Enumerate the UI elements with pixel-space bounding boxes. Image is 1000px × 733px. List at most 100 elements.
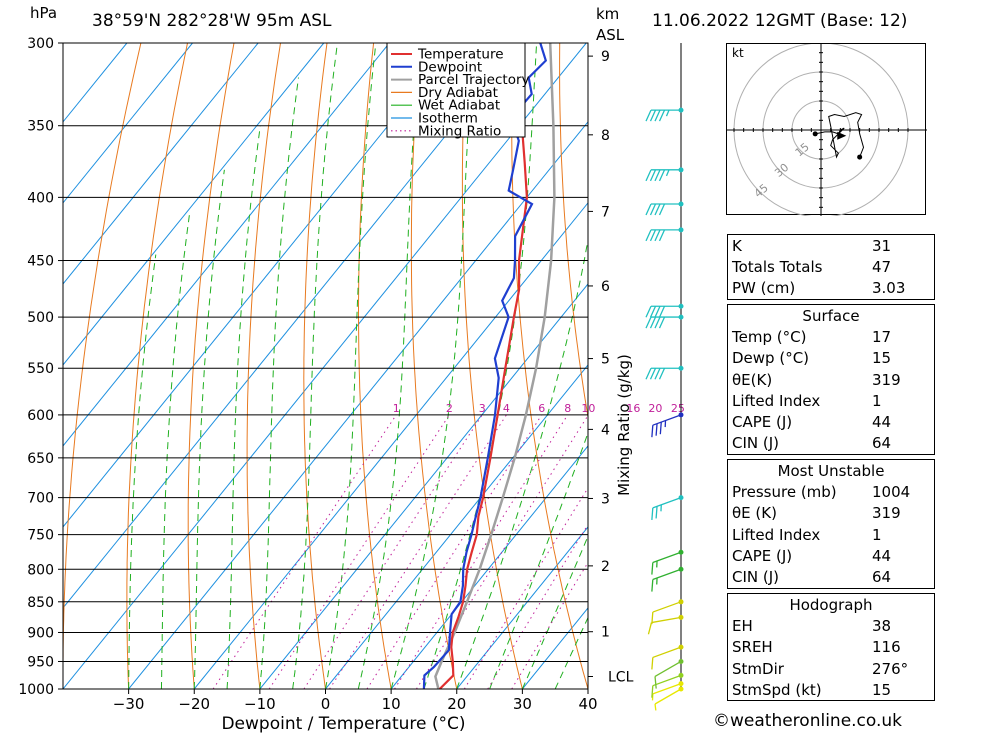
barb-staff xyxy=(654,688,682,705)
index-label: CAPE (J) xyxy=(732,413,793,432)
mixing-ratio-label: 8 xyxy=(564,402,571,415)
barb-flag xyxy=(655,423,658,436)
barb-flag xyxy=(645,367,652,380)
section-title: Surface xyxy=(802,306,860,325)
barb-staff xyxy=(654,660,682,678)
pressure-tick-label: 300 xyxy=(27,36,54,52)
index-label: θE(K) xyxy=(732,370,773,389)
barb-staff xyxy=(652,568,682,581)
barb-flag xyxy=(658,229,666,242)
isotherm-line xyxy=(63,43,325,366)
hodograph-end-dot xyxy=(857,154,863,160)
table-row: PW (cm) 3.03 xyxy=(728,278,935,300)
wet-adiabat xyxy=(226,125,261,689)
axes: 3003504004505005506006507007508008509009… xyxy=(18,36,633,733)
dry-adiabat xyxy=(932,43,1000,689)
wind-barb xyxy=(645,167,684,182)
hodograph-unit: kt xyxy=(732,46,744,60)
barb-dot xyxy=(678,201,684,207)
temperature-line xyxy=(438,43,529,689)
barb-flag xyxy=(654,109,661,122)
index-label: CAPE (J) xyxy=(732,546,793,565)
index-label: Lifted Index xyxy=(732,391,821,410)
table-row: Lifted Index 1 xyxy=(728,390,935,411)
most-unstable-table: Most Unstable Pressure (mb) 1004 θE (K) 319 L… xyxy=(727,459,935,589)
pressure-tick-label: 750 xyxy=(27,528,54,544)
wind-barbs xyxy=(645,43,684,711)
index-value: 3.03 xyxy=(872,279,906,298)
barb-flag xyxy=(645,229,652,242)
mixing-ratio-label: 20 xyxy=(648,402,662,415)
mixing-ratio-label: 3 xyxy=(479,402,486,415)
index-value: 38 xyxy=(872,616,892,635)
isotherm-line xyxy=(128,121,588,689)
mixing-ratio-line xyxy=(303,414,483,689)
barb-flag xyxy=(645,305,652,318)
pressure-tick-label: 650 xyxy=(27,451,54,467)
indices-table: K 31 Totals Totals 47 PW (cm) 3.03 xyxy=(727,234,935,300)
legend-label: Dry Adiabat xyxy=(418,85,498,101)
barb-flag xyxy=(645,316,652,329)
storm-motion-marker xyxy=(837,131,847,140)
temp-tick-label: −30 xyxy=(113,695,145,713)
barb-half-flag xyxy=(654,703,657,711)
wind-barb xyxy=(645,201,684,216)
isotherm-line xyxy=(193,202,588,689)
wet-adiabat xyxy=(128,254,157,689)
barb-flag xyxy=(649,367,657,380)
table-row: CAPE (J) 44 xyxy=(728,411,935,432)
pressure-tick-label: 800 xyxy=(27,562,54,578)
table-row: Totals Totals 47 xyxy=(728,256,935,277)
barb-flag xyxy=(649,229,657,242)
index-label: Totals Totals xyxy=(732,257,823,276)
pressure-tick-label: 550 xyxy=(27,361,54,377)
isotherm-line xyxy=(63,43,587,689)
barb-flag xyxy=(649,316,657,329)
km-tick-label: 7 xyxy=(601,204,610,220)
temp-tick-label: 40 xyxy=(578,695,597,713)
barb-staff xyxy=(652,551,682,564)
table-row: Temp (°C) 17 xyxy=(728,326,935,347)
index-label: Lifted Index xyxy=(732,525,821,544)
wind-barb xyxy=(651,681,684,701)
isotherm-line xyxy=(259,283,588,689)
pressure-tick-label: 500 xyxy=(27,310,54,326)
index-value: 64 xyxy=(872,434,892,453)
legend-box xyxy=(386,42,526,138)
legend-label: Mixing Ratio xyxy=(418,123,501,139)
isotherm-line xyxy=(63,43,522,609)
mixing-ratio-label: 6 xyxy=(538,402,545,415)
wet-adiabat xyxy=(423,43,538,689)
barb-flag xyxy=(649,169,657,182)
index-value: 44 xyxy=(872,413,892,432)
barb-flag xyxy=(655,506,658,519)
barb-flag xyxy=(651,657,654,670)
barb-flag xyxy=(654,169,661,182)
dewpoint-line xyxy=(422,43,548,689)
wind-barb xyxy=(651,549,684,575)
barb-flag xyxy=(649,203,657,216)
isotherm-line xyxy=(63,43,193,204)
index-label: CIN (J) xyxy=(732,434,780,453)
wind-barb xyxy=(647,614,684,635)
table-row: Pressure (mb) 1004 xyxy=(728,481,935,502)
index-value: 319 xyxy=(872,370,901,389)
temp-tick-label: −20 xyxy=(178,695,210,713)
temp-tick-label: 0 xyxy=(321,695,331,713)
barb-flag xyxy=(649,109,657,122)
dry-adiabat xyxy=(63,43,142,689)
barb-dot xyxy=(678,658,684,664)
legend-label: Temperature xyxy=(417,47,504,63)
legend-label: Isotherm xyxy=(418,111,478,127)
table-row: EH 38 xyxy=(728,615,935,636)
km-unit: km xyxy=(596,5,620,23)
index-value: 31 xyxy=(872,236,892,255)
table-row: StmSpd (kt) 15 xyxy=(728,679,935,701)
barb-flag xyxy=(649,305,657,318)
dry-adiabat xyxy=(978,43,1000,689)
barb-flag xyxy=(651,562,654,575)
mixing-ratio-line xyxy=(394,414,569,689)
wind-barb xyxy=(651,599,684,625)
barb-flag xyxy=(658,316,666,329)
isotherm-line xyxy=(63,43,456,528)
